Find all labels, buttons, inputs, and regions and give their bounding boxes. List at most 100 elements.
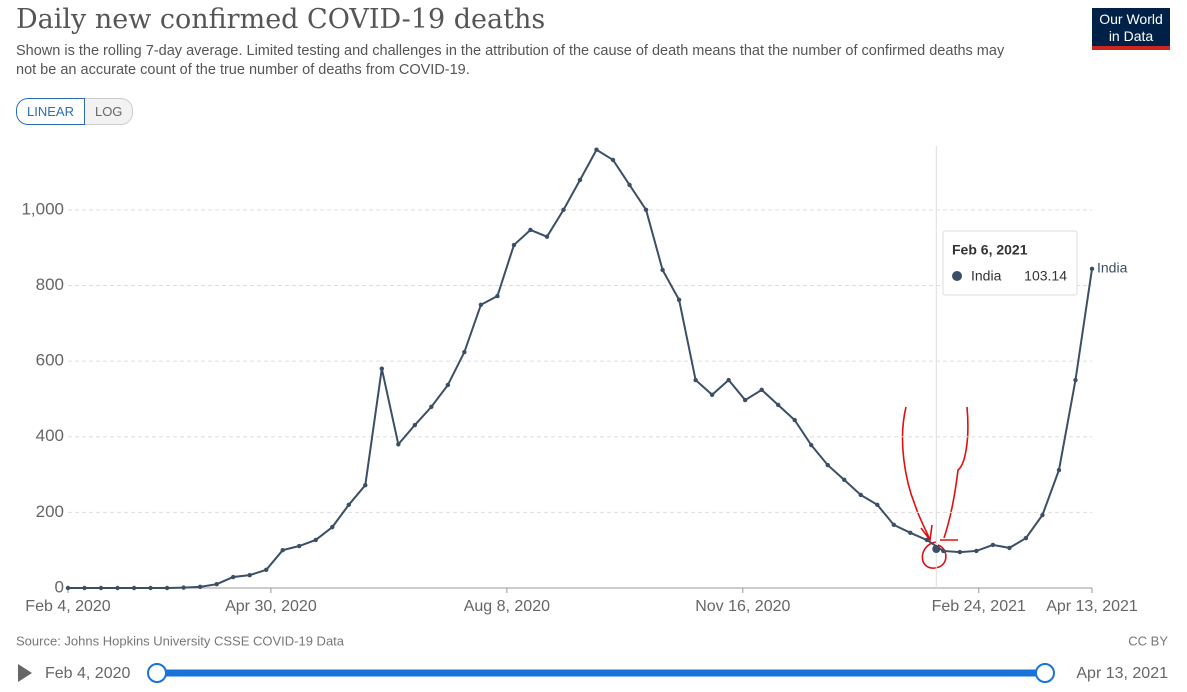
- point: [742, 397, 748, 403]
- point: [577, 177, 583, 183]
- logo-line: in Data: [1108, 28, 1154, 44]
- timeline-end: Apr 13, 2021: [1076, 665, 1168, 682]
- y-tick-label: 600: [36, 351, 64, 370]
- point: [363, 482, 368, 488]
- point: [709, 392, 715, 397]
- linear-button[interactable]: LINEAR: [16, 98, 85, 125]
- point: [990, 542, 996, 548]
- chart-subtitle: Shown is the rolling 7-day average. Limi…: [16, 43, 1005, 78]
- point: [379, 366, 385, 371]
- point: [263, 567, 269, 573]
- point: [544, 234, 550, 239]
- point: [891, 522, 897, 528]
- point: [131, 585, 137, 591]
- x-tick-label: Feb 4, 2020: [25, 598, 111, 615]
- series-line: [68, 148, 1093, 589]
- point: [643, 207, 649, 213]
- point: [247, 572, 252, 578]
- point: [561, 207, 566, 213]
- point: [115, 585, 120, 591]
- source: Source: Johns Hopkins University CSSE CO…: [16, 633, 345, 648]
- point: [230, 574, 236, 580]
- point: [842, 477, 847, 483]
- annotation: [901, 406, 969, 569]
- timeline-handle[interactable]: [147, 663, 167, 683]
- y-tick-label: 200: [36, 502, 64, 521]
- scale-toggle: LINEAR LOG: [16, 98, 134, 125]
- point: [627, 182, 632, 188]
- logo-line: Our World: [1099, 11, 1163, 27]
- point: [396, 442, 401, 447]
- point: [858, 492, 863, 498]
- y-tick-label: 0: [55, 577, 64, 596]
- x-tick-label: Aug 8, 2020: [464, 598, 550, 615]
- point: [65, 585, 71, 591]
- point: [974, 548, 979, 554]
- point: [214, 582, 219, 587]
- chart-title: Daily new confirmed COVID-19 deaths: [16, 4, 546, 35]
- y-tick-label: 1,000: [21, 199, 64, 218]
- tooltip-box: [942, 230, 1078, 296]
- point: [462, 349, 467, 355]
- timeline-handle[interactable]: [1035, 663, 1055, 683]
- point: [495, 293, 500, 299]
- point: [511, 242, 517, 248]
- tooltip-date: Feb 6, 2021: [952, 242, 1028, 258]
- tooltip-series: India: [971, 268, 1002, 284]
- point: [297, 543, 302, 549]
- point: [330, 524, 335, 530]
- point: [610, 157, 616, 163]
- point: [660, 267, 665, 273]
- point: [809, 442, 814, 448]
- timeline-start: Feb 4, 2020: [45, 665, 131, 682]
- point: [280, 547, 285, 553]
- point: [792, 417, 797, 423]
- point: [1007, 545, 1012, 551]
- log-button[interactable]: LOG: [84, 98, 134, 125]
- tooltip-value: 103.14: [1024, 268, 1067, 284]
- point: [1040, 512, 1045, 518]
- point: [875, 502, 880, 508]
- point: [775, 402, 781, 408]
- point: [445, 382, 451, 388]
- y-tick-label: 800: [36, 275, 64, 294]
- point: [181, 585, 186, 590]
- point: [1073, 377, 1078, 383]
- point: [528, 227, 533, 233]
- play-button[interactable]: [18, 664, 32, 682]
- point: [924, 537, 930, 543]
- point: [908, 530, 913, 535]
- x-tick-label: Nov 16, 2020: [695, 598, 790, 615]
- point: [197, 584, 203, 590]
- point: [759, 387, 764, 393]
- tooltip-swatch: [952, 271, 962, 281]
- x-tick-label: Apr 30, 2020: [225, 598, 317, 615]
- point: [1056, 467, 1062, 473]
- x-tick-label: Apr 13, 2021: [1046, 598, 1138, 615]
- point: [164, 585, 170, 591]
- point: [726, 377, 731, 383]
- point: [98, 585, 104, 591]
- x-tick-label: Feb 24, 2021: [932, 598, 1026, 615]
- point: [346, 502, 351, 508]
- point: [148, 585, 153, 591]
- logo[interactable]: Our World in Data: [1092, 8, 1170, 50]
- point: [1089, 266, 1095, 272]
- y-tick-label: 400: [36, 426, 64, 445]
- point: [676, 297, 682, 303]
- point: [429, 404, 434, 410]
- point: [82, 585, 87, 591]
- point: [825, 462, 830, 468]
- point: [941, 548, 946, 554]
- license[interactable]: CC BY: [1128, 633, 1168, 648]
- point: [957, 549, 963, 555]
- tooltip: Feb 6, 2021 India 103.14: [942, 230, 1078, 296]
- point: [594, 147, 599, 152]
- point: [412, 422, 418, 428]
- hover-point: [932, 544, 941, 553]
- series-label: India: [1097, 260, 1128, 276]
- point: [478, 302, 484, 307]
- point: [1023, 535, 1029, 541]
